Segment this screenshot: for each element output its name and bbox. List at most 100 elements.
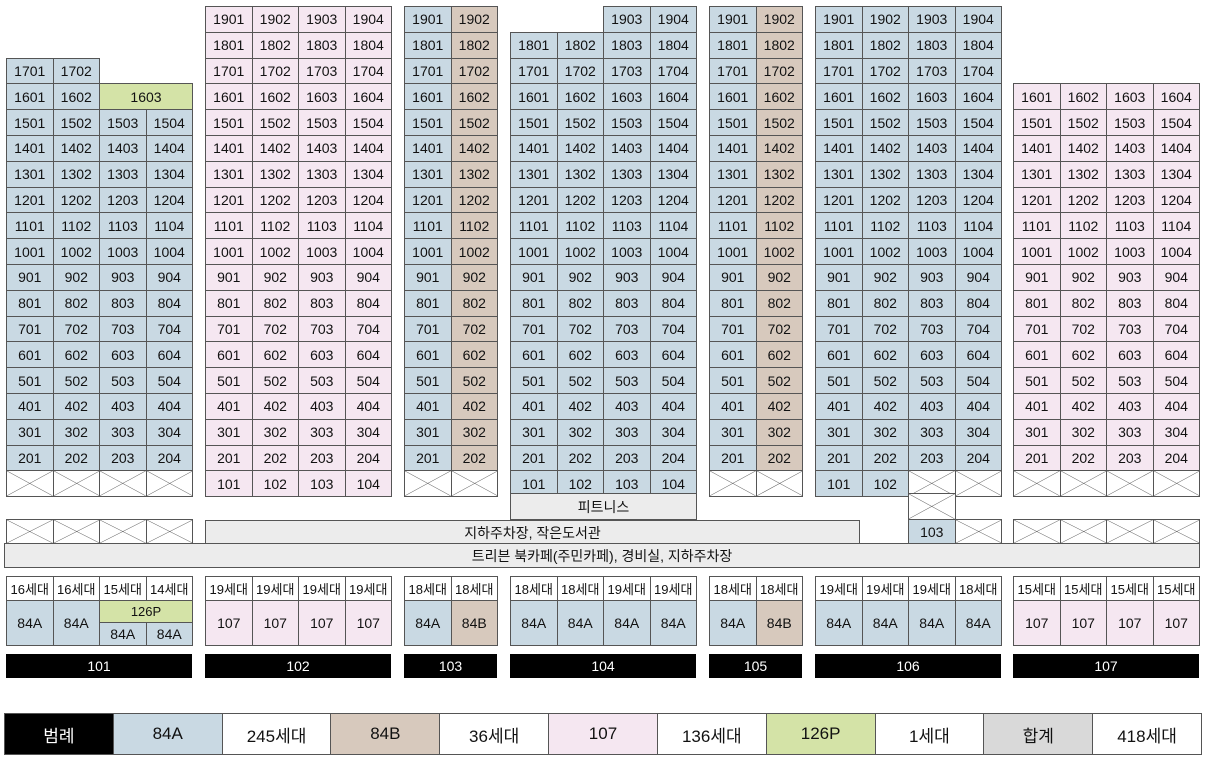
unit-cell: 1104 bbox=[1152, 212, 1200, 240]
unit-cell: 1303 bbox=[298, 160, 346, 188]
unit-cell: 1603 bbox=[908, 83, 956, 111]
unit-cell: 502 bbox=[755, 367, 803, 394]
unit-cell: 1701 bbox=[205, 57, 253, 85]
unit-cell: 504 bbox=[344, 367, 392, 394]
unit-cell: 1203 bbox=[99, 186, 147, 214]
unit-cell: 1704 bbox=[954, 57, 1002, 85]
unit-cell: 1504 bbox=[1152, 109, 1200, 136]
unit-cell: 703 bbox=[298, 315, 346, 343]
unit-cell: 1802 bbox=[755, 31, 803, 59]
unit-cell: 401 bbox=[815, 393, 863, 420]
households-cell: 19세대 bbox=[344, 576, 392, 601]
unit-cell: 602 bbox=[450, 341, 498, 369]
unit-cell: 1503 bbox=[99, 109, 147, 136]
unit-cell: 1403 bbox=[298, 135, 346, 162]
empty-cell bbox=[1106, 470, 1154, 498]
unit-cell: 1602 bbox=[1059, 83, 1107, 111]
unit-cell: 1901 bbox=[709, 6, 757, 33]
unit-cell: 1202 bbox=[556, 186, 604, 214]
unit-cell: 1901 bbox=[815, 6, 863, 33]
unit-cell: 1204 bbox=[649, 186, 697, 214]
unit-cell: 1601 bbox=[205, 83, 253, 111]
unit-cell: 1103 bbox=[298, 212, 346, 240]
legend-item: 126P bbox=[765, 714, 875, 754]
unit-cell: 702 bbox=[1059, 315, 1107, 343]
unit-cell: 1302 bbox=[52, 160, 100, 188]
unit-cell: 603 bbox=[99, 341, 147, 369]
unit-cell: 1603 bbox=[1106, 83, 1154, 111]
unit-cell: 1903 bbox=[298, 6, 346, 33]
unit-cell: 1201 bbox=[709, 186, 757, 214]
unit-cell: 603 bbox=[298, 341, 346, 369]
building-name: 104 bbox=[510, 654, 696, 678]
unit-cell: 1104 bbox=[344, 212, 392, 240]
unit-cell: 1801 bbox=[404, 31, 452, 59]
unit-cell: 802 bbox=[251, 289, 299, 317]
unit-cell: 301 bbox=[6, 418, 54, 446]
unit-cell-special: 1603 bbox=[99, 83, 193, 111]
unit-cell: 404 bbox=[145, 393, 193, 420]
type-cell: 84A bbox=[815, 600, 863, 646]
unit-cell: 1402 bbox=[450, 135, 498, 162]
type-cell: 107 bbox=[1013, 600, 1061, 646]
unit-cell: 402 bbox=[861, 393, 909, 420]
unit-cell: 902 bbox=[450, 264, 498, 291]
unit-cell: 1402 bbox=[755, 135, 803, 162]
unit-cell: 1704 bbox=[649, 57, 697, 85]
unit-cell: 404 bbox=[344, 393, 392, 420]
unit-cell: 201 bbox=[709, 444, 757, 472]
unit-cell: 1004 bbox=[1152, 238, 1200, 265]
unit-cell: 302 bbox=[1059, 418, 1107, 446]
unit-cell: 1402 bbox=[556, 135, 604, 162]
unit-cell: 301 bbox=[205, 418, 253, 446]
unit-cell: 1501 bbox=[205, 109, 253, 136]
unit-cell: 1501 bbox=[1013, 109, 1061, 136]
empty-cell bbox=[1059, 519, 1107, 544]
households-cell: 19세대 bbox=[205, 576, 253, 601]
type-cell: 107 bbox=[1152, 600, 1200, 646]
unit-cell: 1404 bbox=[1152, 135, 1200, 162]
unit-cell: 1001 bbox=[1013, 238, 1061, 265]
unit-cell: 1002 bbox=[556, 238, 604, 265]
unit-cell: 1601 bbox=[404, 83, 452, 111]
unit-cell: 1602 bbox=[450, 83, 498, 111]
empty-cell bbox=[954, 470, 1002, 498]
households-cell: 19세대 bbox=[603, 576, 651, 601]
unit-cell: 904 bbox=[145, 264, 193, 291]
empty-cell bbox=[954, 519, 1002, 544]
unit-cell: 302 bbox=[251, 418, 299, 446]
empty-cell bbox=[1152, 470, 1200, 498]
unit-cell: 503 bbox=[99, 367, 147, 394]
unit-cell: 1101 bbox=[815, 212, 863, 240]
unit-cell: 1303 bbox=[603, 160, 651, 188]
unit-cell: 303 bbox=[298, 418, 346, 446]
unit-cell: 1101 bbox=[709, 212, 757, 240]
type-cell: 84B bbox=[755, 600, 803, 646]
unit-cell: 1701 bbox=[6, 57, 54, 85]
unit-cell: 1202 bbox=[861, 186, 909, 214]
unit-cell: 302 bbox=[755, 418, 803, 446]
building-name: 103 bbox=[404, 654, 497, 678]
unit-cell: 1304 bbox=[145, 160, 193, 188]
unit-cell: 602 bbox=[1059, 341, 1107, 369]
unit-cell: 1903 bbox=[908, 6, 956, 33]
unit-cell: 1201 bbox=[6, 186, 54, 214]
unit-cell: 1101 bbox=[510, 212, 558, 240]
unit-cell: 801 bbox=[510, 289, 558, 317]
unit-cell: 902 bbox=[251, 264, 299, 291]
unit-cell: 1402 bbox=[861, 135, 909, 162]
unit-cell: 1404 bbox=[649, 135, 697, 162]
unit-cell: 203 bbox=[908, 444, 956, 472]
households-cell: 18세대 bbox=[404, 576, 452, 601]
unit-cell: 1303 bbox=[1106, 160, 1154, 188]
unit-cell: 903 bbox=[603, 264, 651, 291]
unit-cell: 701 bbox=[404, 315, 452, 343]
empty-cell bbox=[1013, 519, 1061, 544]
unit-cell: 1902 bbox=[251, 6, 299, 33]
unit-cell: 1904 bbox=[649, 6, 697, 33]
unit-cell: 201 bbox=[510, 444, 558, 472]
unit-cell: 603 bbox=[603, 341, 651, 369]
unit-cell: 1301 bbox=[510, 160, 558, 188]
unit-cell: 1401 bbox=[6, 135, 54, 162]
unit-cell: 301 bbox=[709, 418, 757, 446]
